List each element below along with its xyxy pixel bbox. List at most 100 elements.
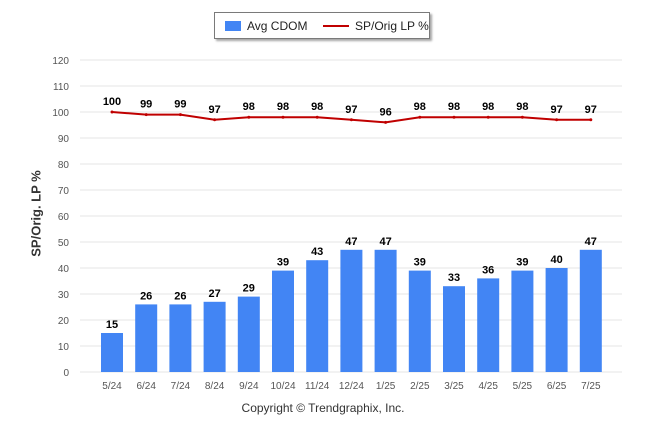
legend: Avg CDOM SP/Orig LP % (214, 12, 430, 39)
line-point (349, 118, 353, 122)
bar-data-labels: 15 26 26 27 29 39 43 47 47 39 33 36 39 40 47 (106, 236, 597, 331)
y-tick-label: 40 (58, 264, 70, 275)
bar (237, 296, 260, 372)
y-tick-label: 120 (52, 56, 69, 67)
bar (545, 268, 568, 372)
line-point (589, 118, 593, 122)
y-tick-label: 30 (58, 290, 70, 301)
bar-value-label: 29 (243, 283, 255, 295)
bar (340, 249, 363, 372)
x-tick-label: 5/24 (102, 381, 122, 392)
bar (477, 278, 500, 372)
legend-bar-label: Avg CDOM (247, 19, 308, 33)
bar (169, 304, 192, 372)
y-tick-label: 60 (58, 212, 70, 223)
x-tick-label: 9/24 (239, 381, 259, 392)
line-value-label: 97 (345, 104, 357, 116)
x-axis-ticks: 5/24 6/24 7/24 8/24 9/24 10/24 11/24 12/24 1/25 2… (102, 381, 601, 392)
line-point (555, 118, 559, 122)
y-axis-ticks: 0 10 20 30 40 50 60 70 80 90 100 110 120 (52, 56, 69, 379)
line-value-label: 98 (482, 101, 494, 113)
y-tick-label: 90 (58, 134, 70, 145)
line-value-label: 98 (516, 101, 528, 113)
line-value-label: 99 (140, 99, 152, 111)
bar (306, 260, 329, 372)
y-axis-label: SP/Orig. LP % (28, 170, 44, 257)
x-tick-label: 2/25 (410, 381, 430, 392)
y-tick-label: 110 (53, 82, 69, 93)
bar-value-label: 47 (585, 236, 597, 248)
bar-value-label: 39 (414, 257, 426, 269)
line-value-label: 97 (585, 104, 597, 116)
y-tick-label: 100 (52, 108, 69, 119)
x-tick-label: 1/25 (376, 381, 396, 392)
bar-value-label: 39 (277, 257, 289, 269)
copyright-footer: Copyright © Trendgraphix, Inc. (241, 401, 405, 415)
line-value-label: 98 (414, 101, 426, 113)
bar-value-label: 26 (140, 290, 152, 302)
x-tick-label: 3/25 (444, 381, 464, 392)
legend-line-swatch (323, 25, 349, 27)
bar-value-label: 43 (311, 246, 323, 258)
x-tick-label: 7/24 (171, 381, 191, 392)
line-point (213, 118, 217, 122)
line-point (178, 113, 182, 117)
bar-value-label: 36 (482, 264, 494, 276)
line-point (452, 115, 456, 119)
line-value-label: 97 (208, 104, 220, 116)
bar (579, 249, 602, 372)
bar-series (101, 249, 602, 372)
y-tick-label: 80 (58, 160, 70, 171)
bar-value-label: 15 (106, 319, 118, 331)
line-point (520, 115, 524, 119)
y-tick-label: 10 (58, 342, 70, 353)
bar (135, 304, 158, 372)
x-tick-label: 8/24 (205, 381, 225, 392)
bar-value-label: 47 (345, 236, 357, 248)
legend-line-label: SP/Orig LP % (355, 19, 429, 33)
line-point (144, 113, 148, 117)
bar (408, 270, 431, 372)
x-tick-label: 6/25 (547, 381, 567, 392)
x-tick-label: 4/25 (478, 381, 498, 392)
bar (203, 301, 226, 372)
x-tick-label: 10/24 (270, 381, 295, 392)
line-series (110, 110, 593, 124)
y-tick-label: 50 (58, 238, 70, 249)
bar-value-label: 47 (379, 236, 391, 248)
y-tick-label: 70 (58, 186, 70, 197)
bar-value-label: 40 (550, 254, 562, 266)
bar (374, 249, 397, 372)
line-point (247, 115, 251, 119)
line-point (418, 115, 422, 119)
line-point (281, 115, 285, 119)
bar (272, 270, 294, 372)
x-tick-label: 5/25 (513, 381, 533, 392)
bar (511, 270, 534, 372)
line-value-label: 96 (379, 106, 391, 118)
line-point (486, 115, 490, 119)
line-value-label: 98 (243, 101, 255, 113)
bar (443, 286, 465, 372)
line-value-label: 97 (550, 104, 562, 116)
x-tick-label: 11/24 (305, 381, 330, 392)
line-data-labels: 100 99 99 97 98 98 98 97 96 98 98 98 98 97 97 (103, 96, 597, 118)
line-value-label: 98 (448, 101, 460, 113)
bar-value-label: 39 (516, 257, 528, 269)
line-value-label: 99 (174, 99, 186, 111)
x-tick-label: 6/24 (136, 381, 156, 392)
x-tick-label: 7/25 (581, 381, 601, 392)
y-tick-label: 0 (63, 368, 69, 379)
line-point (384, 120, 388, 124)
y-tick-label: 20 (58, 316, 70, 327)
legend-bar-swatch (225, 21, 241, 31)
line-value-label: 100 (103, 96, 121, 108)
bar-value-label: 26 (174, 290, 186, 302)
line-value-label: 98 (311, 101, 323, 113)
bar-value-label: 33 (448, 272, 460, 284)
line-point (110, 110, 114, 114)
bar-value-label: 27 (208, 288, 220, 300)
line-value-label: 98 (277, 101, 289, 113)
x-tick-label: 12/24 (339, 381, 364, 392)
